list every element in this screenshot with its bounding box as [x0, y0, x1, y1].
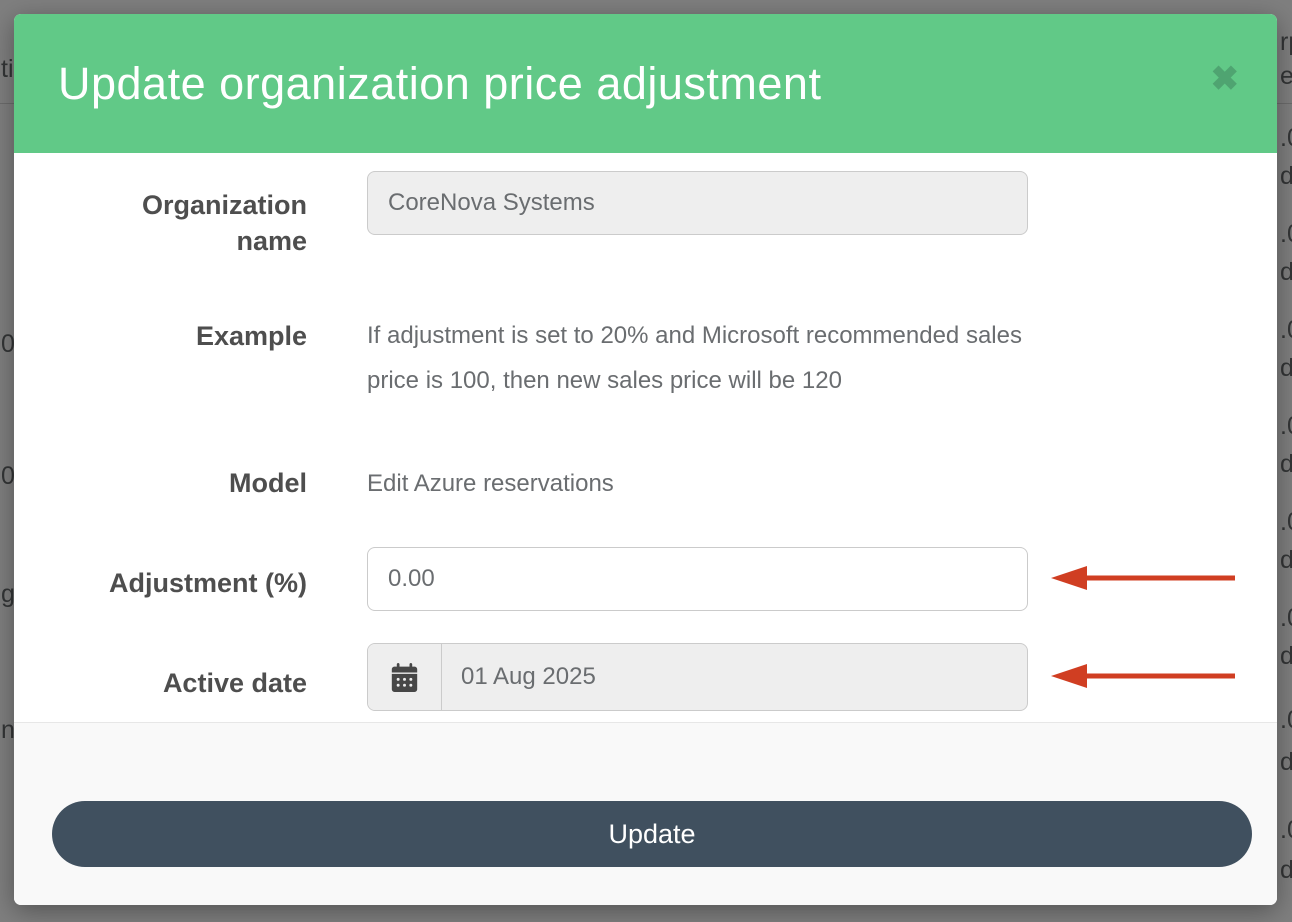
model-value: Edit Azure reservations: [367, 470, 614, 497]
close-icon: ✖: [1210, 60, 1240, 98]
organization-name-label: Organization name: [141, 190, 307, 256]
calendar-icon: [391, 662, 418, 692]
calendar-addon[interactable]: [368, 644, 442, 710]
example-text: If adjustment is set to 20% and Microsof…: [367, 322, 1022, 394]
active-date-value: 01 Aug 2025: [461, 663, 596, 690]
active-date-input[interactable]: 01 Aug 2025: [367, 643, 1028, 711]
update-button[interactable]: Update: [52, 801, 1252, 867]
organization-name-input: [367, 171, 1028, 235]
example-label: Example: [195, 321, 307, 351]
modal-title: Update organization price adjustment: [58, 57, 822, 109]
adjustment-input[interactable]: [367, 547, 1028, 611]
update-price-adjustment-modal: Update organization price adjustment ✖ O…: [14, 14, 1277, 905]
close-button[interactable]: ✖: [1211, 62, 1240, 96]
model-label: Model: [229, 468, 307, 498]
active-date-label: Active date: [162, 668, 307, 698]
modal-footer: Update: [14, 722, 1277, 905]
modal-body: Organization name Example If adjustment …: [14, 153, 1277, 722]
modal-header: Update organization price adjustment ✖: [14, 14, 1277, 153]
adjustment-label: Adjustment (%): [109, 568, 307, 598]
